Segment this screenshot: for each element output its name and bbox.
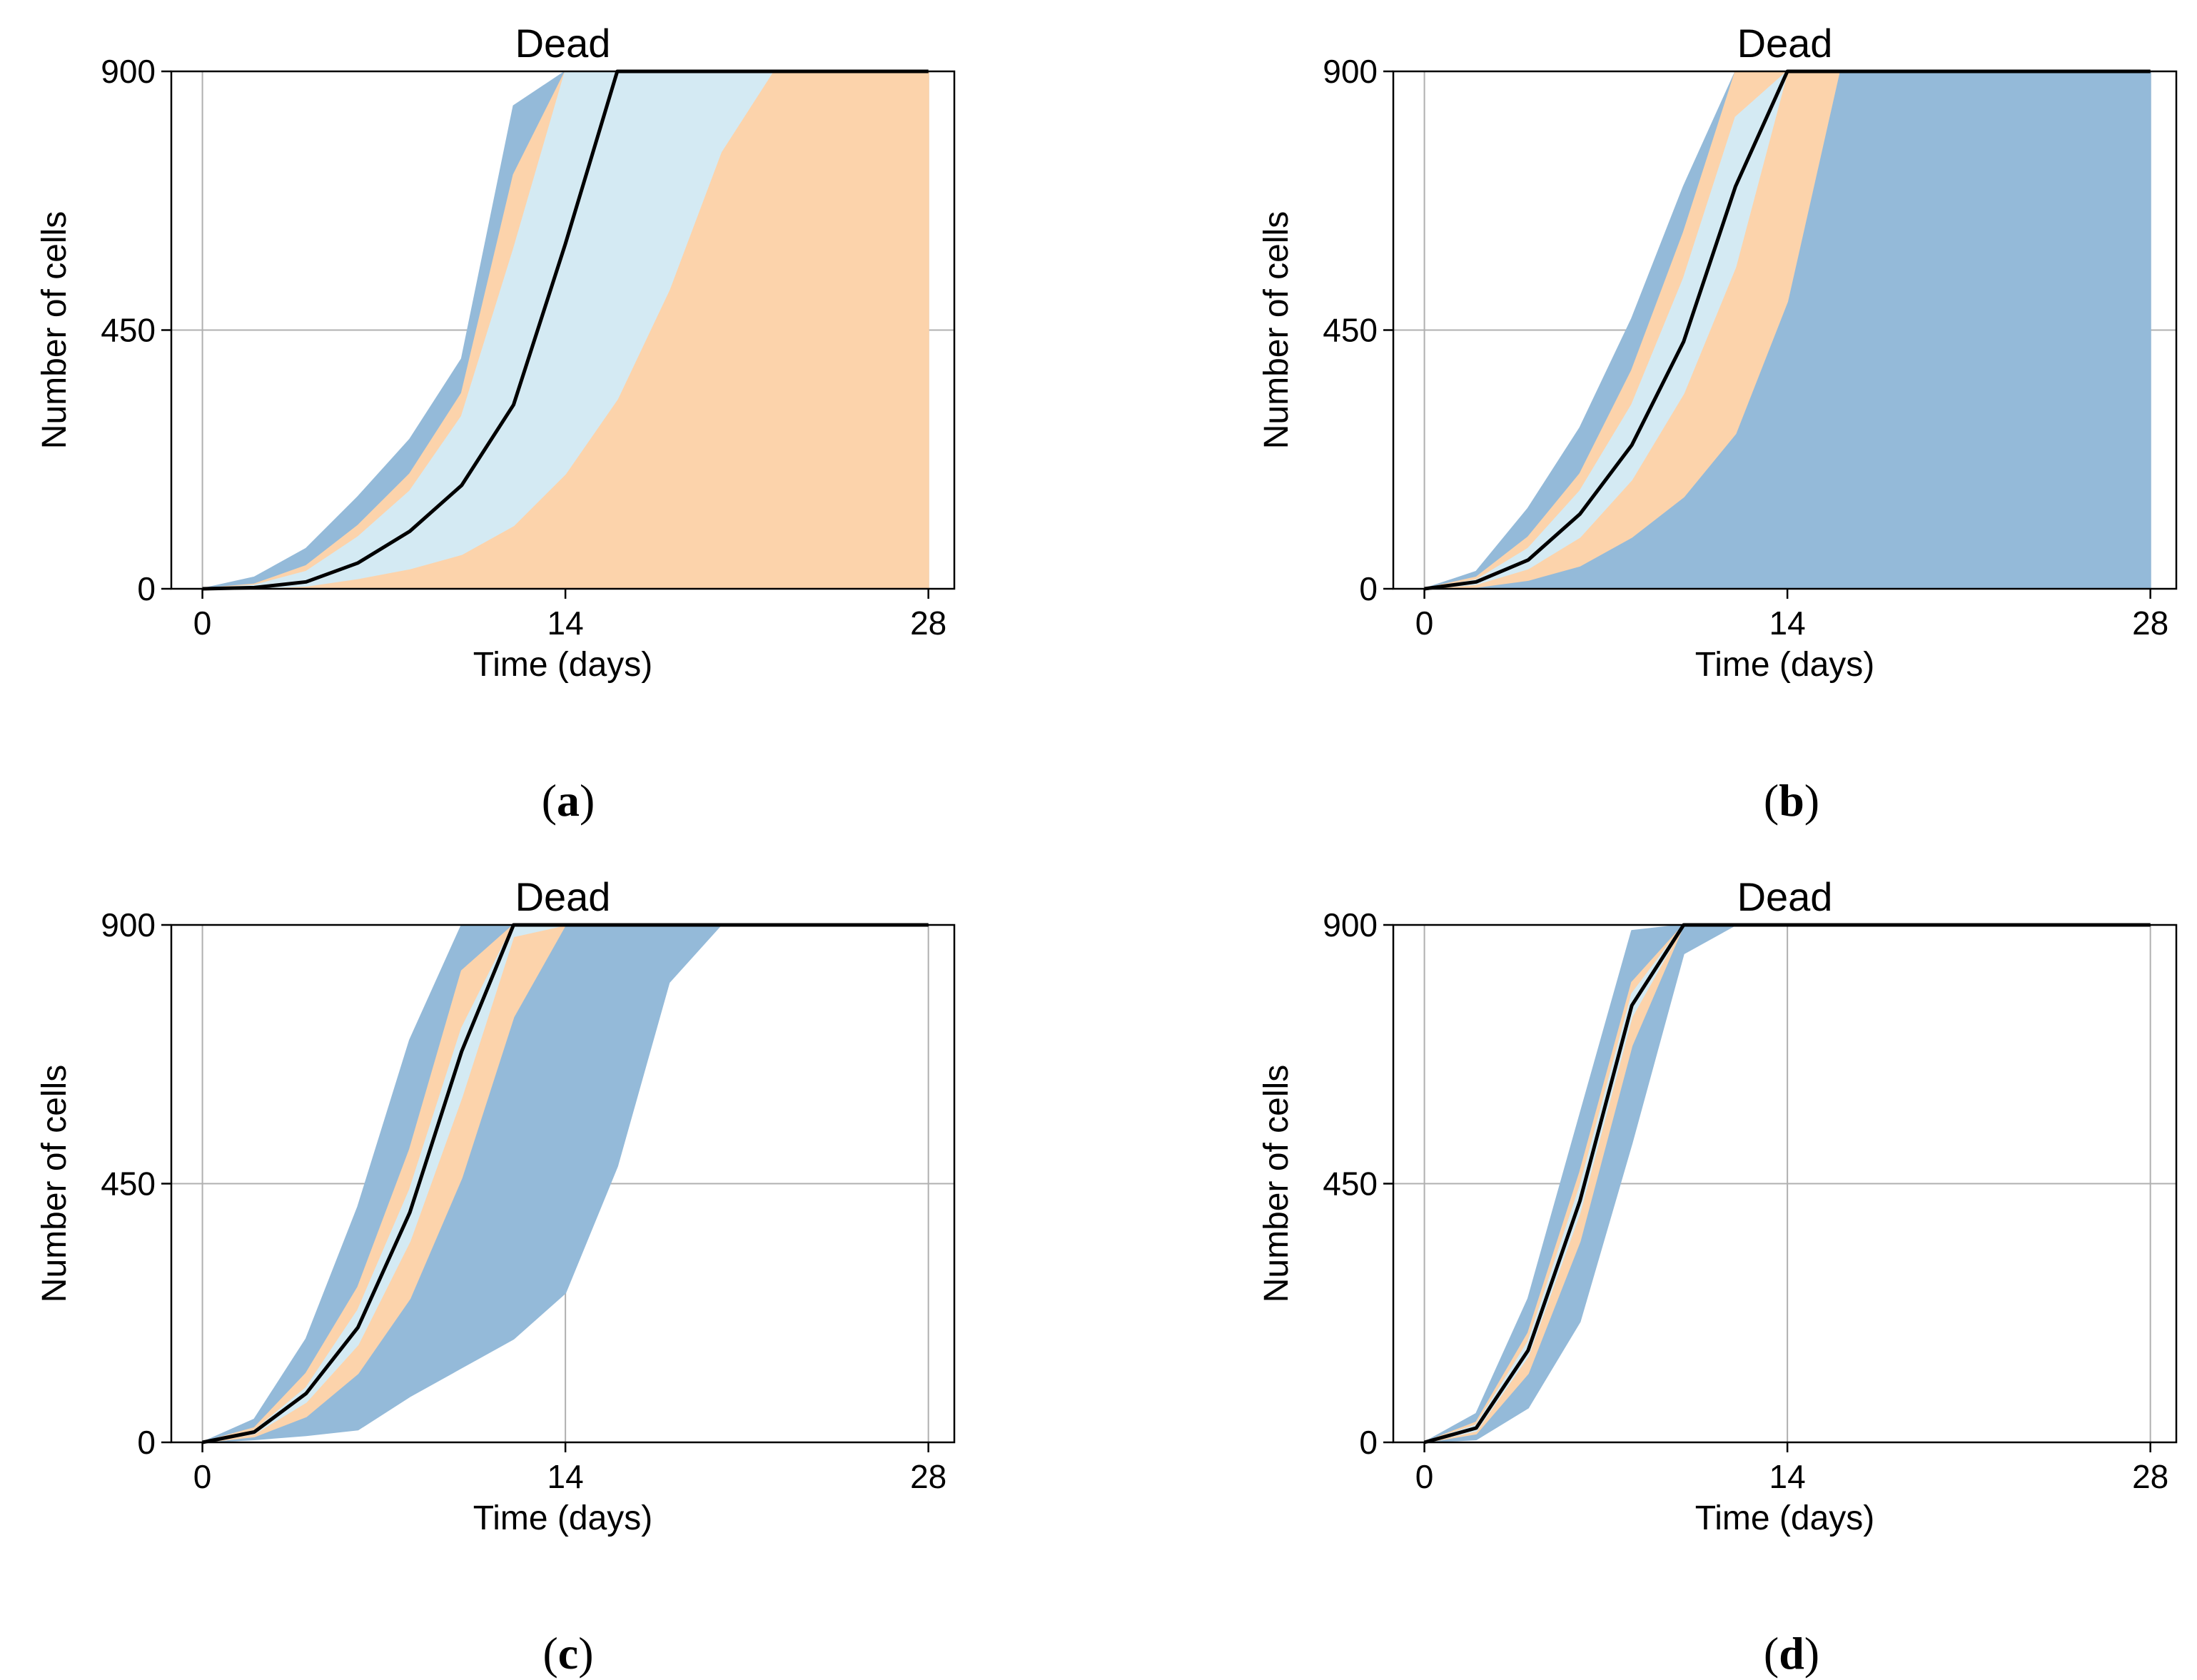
caption-letter: a <box>557 775 580 826</box>
y-axis-label: Number of cells <box>1258 1065 1296 1302</box>
chart-title: Dead <box>515 874 611 919</box>
y-tick-label: 0 <box>1359 1424 1378 1461</box>
x-tick-label: 14 <box>1769 604 1806 642</box>
x-axis-label: Time (days) <box>1695 1499 1875 1537</box>
caption-c: (c) <box>542 1628 594 1679</box>
y-axis-label: Number of cells <box>36 1065 74 1302</box>
x-tick-label: 14 <box>1769 1458 1806 1495</box>
y-tick-label: 450 <box>101 312 156 349</box>
x-tick-label: 0 <box>1415 1458 1434 1495</box>
caption-b: (b) <box>1763 775 1820 826</box>
x-tick-label: 14 <box>547 1458 584 1495</box>
y-tick-label: 450 <box>1323 312 1378 349</box>
chart-panel-d: 0 14 28 0 450 900 Dead Time (days) Number of cel… <box>1258 874 2178 1537</box>
x-axis-label: Time (days) <box>1695 646 1875 684</box>
x-tick-label: 28 <box>910 1458 946 1495</box>
caption-letter: d <box>1779 1628 1804 1679</box>
x-tick-label: 0 <box>193 1458 212 1495</box>
caption-a: (a) <box>541 775 595 826</box>
y-tick-label: 900 <box>1323 906 1378 943</box>
x-tick-label: 0 <box>193 604 212 642</box>
y-tick-label: 450 <box>101 1165 156 1203</box>
chart-title: Dead <box>1737 21 1833 66</box>
y-tick-label: 0 <box>137 570 156 607</box>
y-tick-label: 900 <box>1323 53 1378 90</box>
x-tick-label: 28 <box>2132 1458 2168 1495</box>
x-axis-label: Time (days) <box>473 1499 653 1537</box>
y-tick-label: 0 <box>137 1424 156 1461</box>
y-axis-label: Number of cells <box>36 211 74 449</box>
x-tick-label: 28 <box>910 604 946 642</box>
x-tick-label: 14 <box>547 604 584 642</box>
y-tick-label: 450 <box>1323 1165 1378 1203</box>
y-tick-label: 900 <box>101 53 156 90</box>
chart-panel-c: 0 14 28 0 450 900 Dead Time (days) Number of cel… <box>36 874 956 1537</box>
y-axis-label: Number of cells <box>1258 211 1296 449</box>
chart-title: Dead <box>1737 874 1833 919</box>
x-tick-label: 28 <box>2132 604 2168 642</box>
chart-panel-b: 0 14 28 0 450 900 Dead Time (days) Number of cel… <box>1258 21 2178 684</box>
chart-panel-a: 0 14 28 0 450 900 Dead Time (days) Number of cel… <box>36 21 956 684</box>
y-tick-label: 0 <box>1359 570 1378 607</box>
x-axis-label: Time (days) <box>473 646 653 684</box>
chart-title: Dead <box>515 21 611 66</box>
caption-d: (d) <box>1763 1628 1820 1679</box>
caption-letter: b <box>1779 775 1804 826</box>
caption-letter: c <box>557 1628 579 1679</box>
x-tick-label: 0 <box>1415 604 1434 642</box>
y-tick-label: 900 <box>101 906 156 943</box>
